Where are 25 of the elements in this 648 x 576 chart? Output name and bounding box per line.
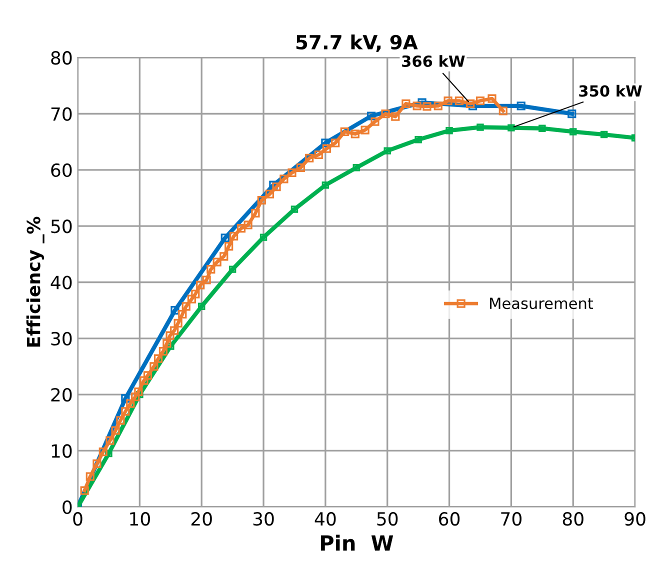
y-tick-label: 40 [50,276,72,290]
x-tick-label: 80 [562,512,584,526]
y-tick-label: 20 [51,388,72,402]
chart-title: 57.7 kV, 9A [296,34,418,52]
x-axis-title: Pin W [320,534,394,551]
x-tick-label: 30 [253,512,274,526]
y-tick-label: 80 [51,51,72,65]
x-tick-label: 90 [624,512,646,526]
x-tick-label: 70 [501,512,522,526]
x-tick-label: 40 [314,512,336,526]
y-axis-title: Efficiency _% [26,216,44,347]
x-tick-label: 60 [439,512,460,526]
y-tick-label: 10 [52,444,72,458]
annotation: 366 kW [402,55,465,67]
y-tick-label: 50 [51,220,72,234]
x-tick-label: 20 [191,512,212,526]
x-tick-label: 0 [73,512,82,526]
y-tick-label: 30 [51,332,72,346]
x-tick-label: 50 [377,512,398,526]
annotation: 350 kW [579,84,642,97]
y-tick-label: 70 [51,107,72,121]
x-tick-label: 10 [130,512,150,526]
y-tick-label: 60 [51,163,72,178]
y-tick-label: 0 [62,500,72,514]
legend-label: Measurement [490,298,594,310]
